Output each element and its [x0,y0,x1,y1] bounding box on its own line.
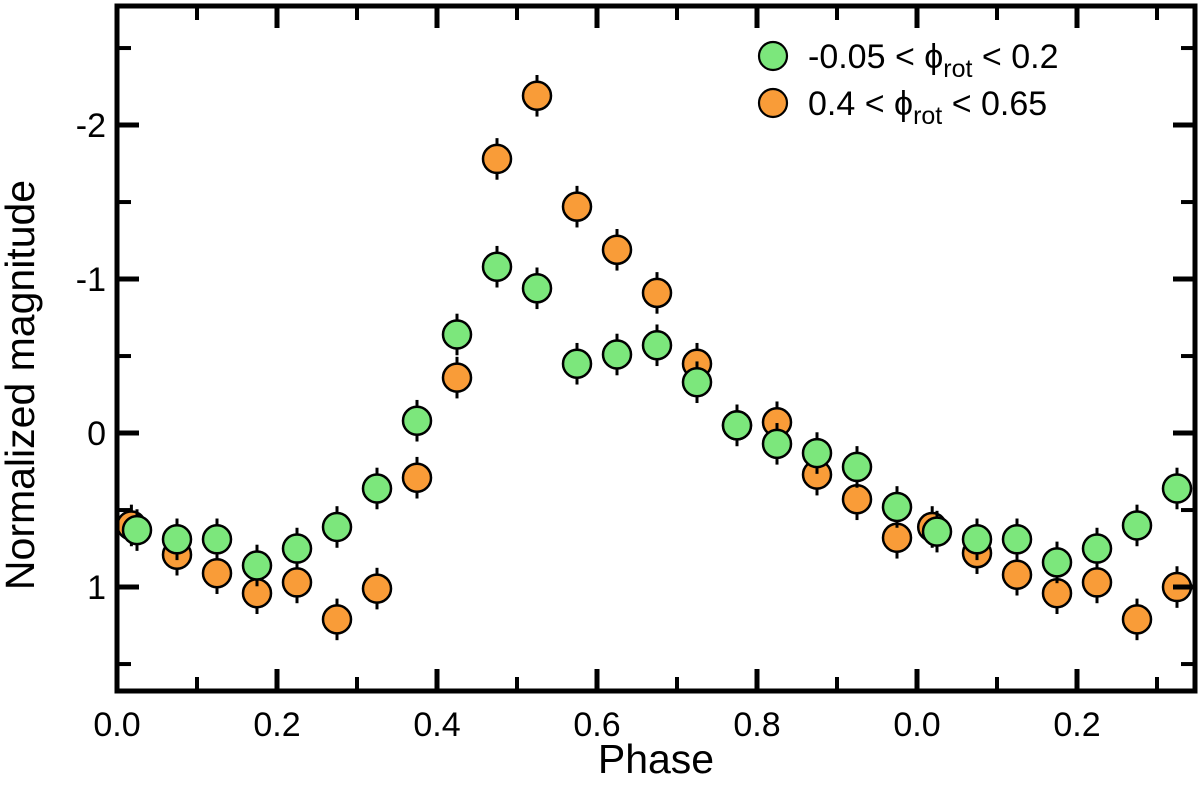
y-axis-title: Normalized magnitude [0,180,43,590]
orange-data-point [201,557,233,589]
green-data-point [321,511,353,543]
orange-data-point [601,234,633,266]
orange-data-point [641,277,673,309]
orange-data-point [561,191,593,222]
green-data-point [761,428,793,460]
legend: -0.05 < ϕrot < 0.20.4 < ϕrot < 0.65 [757,38,1059,130]
green-data-point [1161,473,1193,504]
orange-data-point [361,573,393,604]
x-tick-label: 0.2 [253,706,300,744]
green-data-point [721,410,753,441]
orange-data-point [1001,559,1033,590]
y-tick-label: -1 [76,261,106,299]
orange-data-point [881,522,913,554]
orange-data-point [481,143,513,175]
orange-data-point [1041,577,1073,609]
green-data-point [1001,524,1033,555]
x-tick-label: 0.0 [93,706,140,744]
y-tick-label: 0 [87,415,106,453]
green-data-point [361,473,393,504]
green-data-point [201,524,233,555]
green-data-point [121,514,153,546]
green-data-point [961,524,993,555]
green-data-point [161,524,193,555]
orange-data-point [521,80,553,112]
legend-label-green: -0.05 < ϕrot < 0.2 [808,38,1059,83]
x-tick-label: 0.2 [1053,706,1100,744]
x-tick-label: 0.8 [733,706,780,744]
green-data-point [641,330,673,361]
orange-data-point [441,362,473,393]
orange-data-point [321,604,353,635]
orange-data-point [401,462,433,493]
green-data-point [681,366,713,398]
x-tick-label: 0.4 [413,706,460,744]
green-data-point [601,339,633,370]
green-data-point [1041,547,1073,578]
axes-layer [114,3,1198,694]
y-tick-label: 1 [87,569,106,607]
green-data-point [561,348,593,379]
legend-marker-orange [757,87,789,119]
orange-data-point [1121,604,1153,635]
plot-frame [114,3,1198,694]
data-layer [116,74,1193,641]
orange-data-point [281,567,313,598]
y-tick-label: -2 [76,107,106,145]
green-data-point [1121,510,1153,541]
series-green [121,245,1193,587]
legend-marker-green [757,40,789,72]
x-tick-label: 0.6 [573,706,620,744]
orange-data-point [1081,567,1113,598]
green-data-point [441,319,473,350]
green-data-point [241,550,273,581]
green-data-point [841,451,873,483]
green-data-point [921,516,953,547]
green-data-point [281,533,313,564]
green-data-point [521,273,553,304]
tick-label-layer: 0.0 0.2 0.4 0.6 0.8 0.0 0.2 -2 -1 0 1 [76,107,1101,744]
green-data-point [481,251,513,282]
x-tick-label: 0.0 [893,706,940,744]
green-data-point [1081,533,1113,564]
orange-data-point [841,484,873,515]
green-data-point [401,405,433,436]
green-data-point [801,437,833,469]
legend-label-orange: 0.4 < ϕrot < 0.65 [808,85,1047,130]
x-axis-title: Phase [598,736,714,782]
green-data-point [881,491,913,523]
